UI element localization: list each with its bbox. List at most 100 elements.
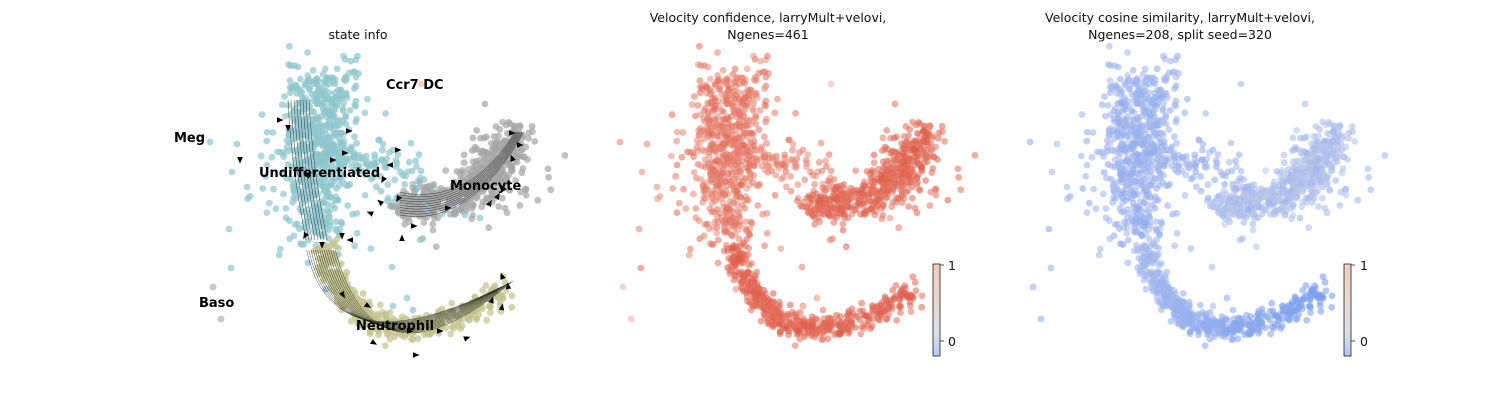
cell-point: [479, 286, 487, 294]
cell-point: [694, 102, 702, 109]
cell-point: [748, 94, 755, 102]
cell-point: [867, 174, 875, 182]
cell-point: [328, 123, 336, 131]
cell-point: [864, 189, 872, 197]
cell-point: [1152, 218, 1160, 226]
cell-point: [755, 69, 763, 77]
cell-point: [373, 159, 381, 166]
cell-point: [803, 159, 811, 167]
cell-point: [881, 146, 889, 154]
cell-point: [1156, 162, 1164, 170]
cell-point: [334, 196, 342, 204]
cell-point: [336, 162, 344, 170]
cell-point: [1330, 128, 1337, 135]
cell-point: [447, 330, 455, 338]
cell-point: [1324, 129, 1331, 137]
cell-point: [879, 134, 887, 142]
cell-point: [288, 162, 295, 170]
cell-point: [508, 163, 515, 171]
cell-point: [340, 99, 347, 107]
cell-point: [905, 140, 913, 148]
cell-point: [729, 244, 736, 252]
cell-point: [282, 214, 290, 222]
cell-point: [696, 89, 704, 97]
cell-point: [332, 218, 340, 226]
cell-point: [458, 204, 466, 212]
cell-point: [710, 106, 718, 113]
cell-point: [243, 183, 251, 191]
cell-point: [941, 138, 949, 145]
cell-point: [1096, 245, 1104, 253]
cell-point: [415, 200, 423, 208]
cell-point: [627, 315, 635, 323]
cell-point: [818, 335, 825, 343]
cell-point: [304, 236, 312, 244]
cell-point: [955, 174, 962, 181]
cell-point: [971, 152, 979, 159]
cell-point: [761, 242, 768, 250]
cell-point: [376, 136, 383, 144]
cell-point: [751, 272, 759, 279]
cell-point: [1100, 190, 1107, 198]
cell-point: [469, 158, 477, 166]
label-monocyte: Monocyte: [450, 179, 521, 194]
cell-point: [302, 145, 310, 153]
cell-point: [333, 129, 340, 137]
cell-point: [432, 243, 440, 251]
cell-point: [321, 255, 329, 263]
cell-point: [783, 159, 791, 166]
cell-point: [1140, 199, 1148, 207]
cell-point: [1104, 61, 1112, 68]
cell-point: [777, 175, 785, 183]
cell-point: [377, 187, 385, 195]
cell-point: [814, 197, 822, 205]
cell-point: [1193, 159, 1201, 166]
cell-point: [407, 139, 415, 147]
cell-point: [1148, 74, 1155, 82]
cell-point: [1224, 168, 1232, 176]
cell-point: [1243, 193, 1250, 201]
cell-point: [473, 126, 481, 134]
cell-point: [419, 320, 427, 328]
cell-point: [1131, 140, 1139, 148]
cell-point: [513, 146, 521, 154]
cell-point: [804, 327, 812, 335]
cell-point: [308, 107, 316, 115]
cell-point: [705, 146, 712, 153]
panel3-title-line2: Ngenes=208, split seed=320: [1088, 27, 1272, 42]
cell-point: [505, 186, 513, 193]
cell-point: [328, 150, 335, 158]
cell-point: [789, 146, 796, 154]
cell-point: [703, 128, 711, 135]
cell-point: [1151, 204, 1159, 212]
cell-point: [918, 303, 926, 311]
cell-point: [1214, 151, 1222, 159]
cell-point: [1109, 183, 1117, 190]
cell-point: [1141, 220, 1149, 228]
cell-point: [340, 52, 347, 60]
cell-point: [322, 83, 330, 90]
cell-point: [721, 140, 729, 148]
cell-point: [1183, 158, 1191, 166]
cell-point: [888, 305, 896, 313]
cell-point: [275, 251, 283, 259]
cell-point: [485, 224, 493, 232]
label-baso: Baso: [199, 296, 234, 311]
cell-point: [265, 199, 273, 207]
cell-point: [813, 294, 821, 302]
cell-point: [792, 320, 800, 328]
cell-point: [458, 167, 466, 174]
cell-point: [742, 218, 750, 226]
cell-point: [228, 168, 236, 176]
cell-point: [1137, 167, 1145, 174]
cell-point: [1083, 137, 1091, 145]
cell-point: [1136, 135, 1143, 143]
cell-point: [457, 174, 465, 182]
cell-point: [1166, 147, 1174, 155]
cell-point: [382, 110, 389, 117]
cell-point: [1157, 86, 1165, 94]
cell-point: [1159, 155, 1167, 162]
cell-point: [1159, 107, 1167, 115]
cell-point: [761, 85, 768, 92]
cell-point: [405, 158, 413, 166]
